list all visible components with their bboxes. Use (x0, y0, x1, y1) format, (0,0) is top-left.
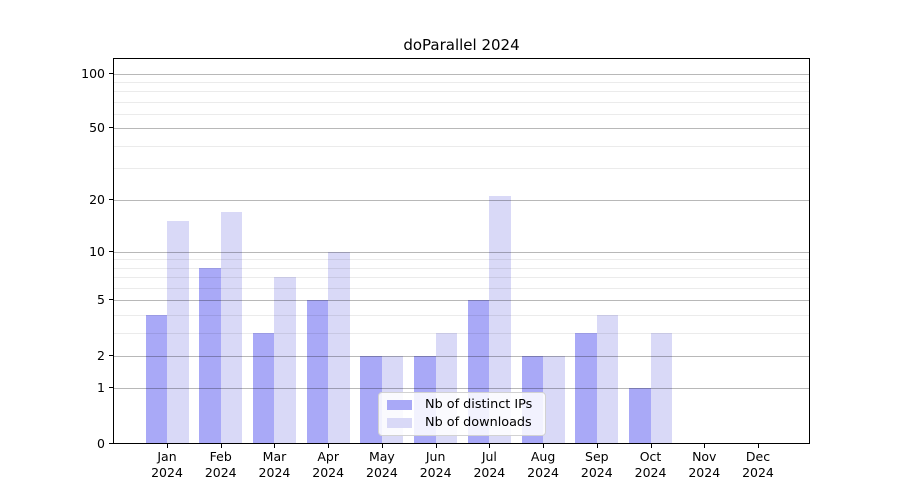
y-axis-tick-label: 100 (81, 65, 105, 81)
x-axis-tick-label: Oct 2024 (634, 449, 667, 480)
x-axis-tick-label: May 2024 (366, 449, 398, 480)
gridline-minor (114, 267, 809, 269)
legend: Nb of distinct IPs Nb of downloads (378, 392, 546, 436)
bar-downloads (650, 332, 673, 443)
plot-area (113, 58, 810, 444)
gridline-minor (114, 113, 809, 115)
bar-downloads (167, 221, 189, 443)
y-axis-tick (109, 198, 113, 200)
y-axis-tick-label: 0 (97, 436, 105, 451)
y-axis-tick-label: 1 (97, 380, 105, 396)
y-axis-tick-label: 10 (89, 243, 105, 259)
x-axis-tick (543, 444, 545, 448)
gridline-minor (114, 332, 809, 334)
bar-downloads (596, 314, 619, 443)
bar-distinct-ips (145, 314, 167, 443)
gridline-minor (114, 101, 809, 103)
bar-downloads (274, 277, 296, 443)
x-axis-tick (489, 444, 491, 448)
bar-distinct-ips (575, 332, 597, 443)
gridline-major (114, 73, 809, 75)
x-axis-tick-label: Jan 2024 (151, 449, 183, 480)
bar-distinct-ips (199, 267, 221, 443)
x-axis-tick (328, 444, 330, 448)
bar-distinct-ips (306, 300, 329, 443)
gridline-major (114, 300, 809, 302)
legend-swatch (387, 400, 412, 411)
x-axis-tick (435, 444, 437, 448)
x-axis-tick-label: Jul 2024 (473, 449, 506, 480)
bar-downloads (220, 211, 243, 443)
y-axis-tick (109, 443, 113, 444)
y-axis-tick (109, 299, 113, 301)
gridline-minor (114, 145, 809, 147)
y-axis-tick-label: 5 (97, 292, 105, 308)
gridline-major (114, 128, 809, 130)
gridline-minor (114, 277, 809, 279)
gridline-minor (114, 259, 809, 261)
x-axis-tick (757, 444, 759, 448)
legend-label: Nb of downloads (425, 414, 532, 430)
x-axis-tick-label: Mar 2024 (258, 449, 291, 480)
legend-swatch (387, 417, 412, 428)
gridline-major (114, 355, 809, 357)
x-axis-tick (381, 444, 383, 448)
y-axis-tick (109, 250, 113, 252)
bar-downloads (328, 251, 350, 443)
legend-label: Nb of distinct IPs (425, 397, 533, 413)
x-axis-tick (704, 444, 706, 448)
x-axis-tick-label: Aug 2024 (527, 449, 559, 480)
gridline-major (114, 199, 809, 201)
y-axis-tick (109, 72, 113, 74)
bar-distinct-ips (360, 355, 382, 443)
gridline-major (114, 251, 809, 253)
legend-item: Nb of downloads (387, 415, 537, 431)
x-axis-tick (596, 444, 598, 448)
x-axis-tick-label: Sep 2024 (580, 449, 613, 480)
legend-item: Nb of distinct IPs (387, 397, 537, 413)
gridline-minor (114, 81, 809, 83)
x-axis-tick (274, 444, 276, 448)
y-axis-tick-label: 50 (89, 120, 105, 136)
x-axis-tick-label: Jun 2024 (419, 449, 452, 480)
bar-downloads (543, 355, 565, 443)
x-axis-tick-label: Apr 2024 (312, 449, 345, 480)
x-axis-tick (650, 444, 652, 448)
gridline-major (114, 388, 809, 390)
y-axis-tick-label: 20 (89, 191, 105, 207)
gridline-minor (114, 91, 809, 93)
gridline-minor (114, 287, 809, 289)
y-axis-tick (109, 354, 113, 356)
bar-distinct-ips (629, 388, 651, 443)
x-axis-tick-label: Nov 2024 (688, 449, 721, 480)
y-axis-tick (109, 127, 113, 129)
x-axis-tick-label: Feb 2024 (204, 449, 237, 480)
y-axis-tick-label: 2 (97, 347, 105, 363)
bar-distinct-ips (252, 332, 275, 443)
x-axis-tick (167, 444, 168, 448)
x-axis-tick (220, 444, 222, 448)
y-axis-tick (109, 387, 113, 389)
bar-downloads (489, 195, 511, 443)
chart-title: doParallel 2024 (403, 36, 520, 54)
gridline-minor (114, 314, 809, 316)
gridline-minor (114, 168, 809, 170)
x-axis-tick-label: Dec 2024 (742, 449, 774, 480)
